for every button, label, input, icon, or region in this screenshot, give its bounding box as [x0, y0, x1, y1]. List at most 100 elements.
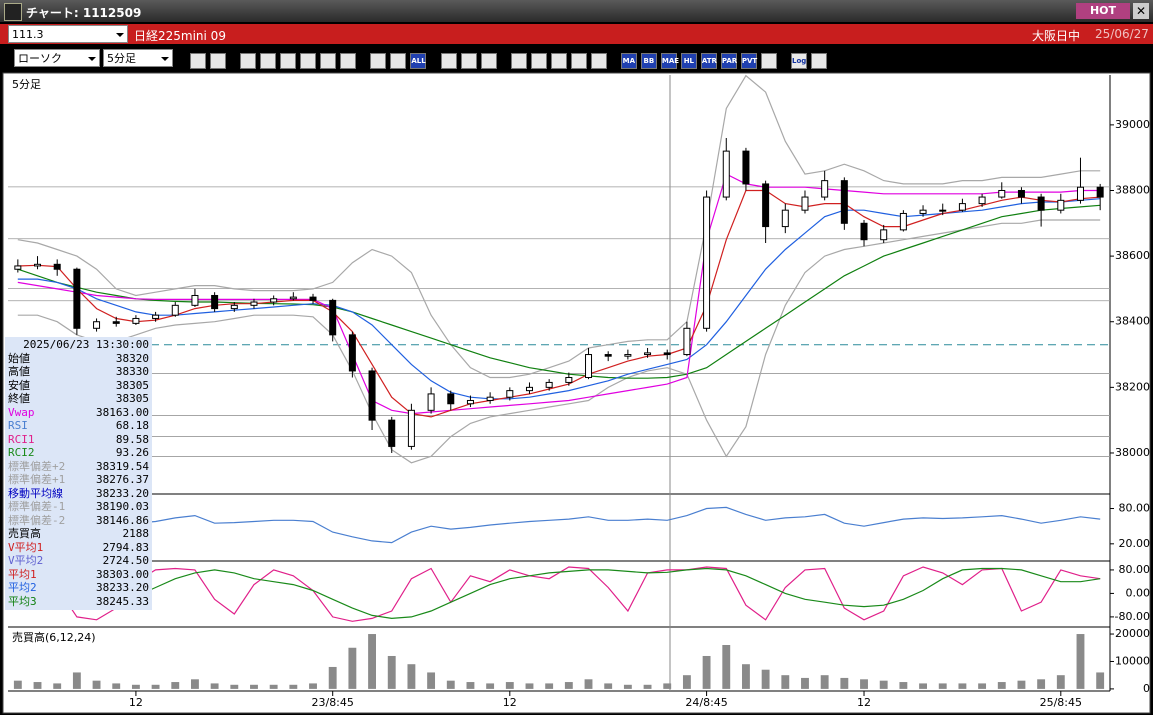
volume-bar: [761, 669, 770, 689]
icon[interactable]: [760, 52, 777, 69]
indicator-line: [17, 219, 1101, 464]
y-tick-label: 10000: [1115, 654, 1150, 667]
candle-body: [742, 150, 750, 185]
title-bar: チャート: 1112509 HOT ✕: [0, 0, 1153, 22]
icon[interactable]: PVT: [740, 52, 757, 69]
chart-type-select[interactable]: ローソク: [14, 49, 100, 67]
icon[interactable]: [320, 52, 337, 69]
candle-body: [1096, 186, 1104, 198]
volume-bar: [919, 683, 927, 689]
icon[interactable]: [280, 52, 297, 69]
volume-bar: [328, 666, 337, 689]
icon[interactable]: HL: [680, 52, 697, 69]
info-label: 安値: [8, 378, 30, 392]
volume-bar: [722, 645, 731, 689]
icon[interactable]: [530, 52, 547, 69]
candle-body: [1057, 199, 1065, 211]
candle-body: [821, 180, 829, 198]
candle-body: [191, 294, 199, 306]
indicator-line: [17, 189, 1101, 418]
y-tick-label: 39000: [1115, 118, 1150, 131]
y-tick-label: 20.00: [1119, 537, 1151, 550]
candle-body: [585, 354, 593, 379]
info-value: 38276.37: [96, 473, 149, 486]
candle-body: [34, 263, 42, 267]
icon[interactable]: [260, 52, 277, 69]
info-label: 始値: [8, 351, 30, 365]
candle-body: [132, 317, 140, 324]
volume-bar: [191, 679, 199, 689]
candle-body: [663, 352, 671, 356]
session: 大阪日中: [1032, 29, 1081, 43]
volume-bar: [131, 684, 140, 689]
volume-bar: [387, 655, 396, 689]
icon[interactable]: Log: [791, 52, 808, 69]
candle-body: [525, 386, 533, 392]
indicator-line: [17, 566, 1101, 622]
volume-bar: [663, 683, 672, 689]
candle-body: [860, 222, 868, 241]
icon[interactable]: [340, 52, 357, 69]
toolbar: ローソク 5分足 ALL MA BB MAE HL ATR PAR PVT Log: [0, 46, 1153, 70]
volume-bar: [604, 683, 613, 689]
icon[interactable]: [550, 52, 567, 69]
volume-bar: [446, 680, 455, 689]
volume-bar: [309, 683, 317, 689]
icon[interactable]: [811, 52, 828, 69]
info-label: 標準偏差+2: [8, 459, 66, 473]
candle-body: [899, 212, 907, 231]
candle-body: [309, 296, 317, 301]
info-label: 終値: [8, 392, 30, 405]
icon[interactable]: [460, 52, 477, 69]
x-tick-label: 12: [857, 696, 871, 709]
candle-body: [939, 209, 947, 212]
info-row: RCI2 93.26: [8, 446, 149, 460]
candle-body: [624, 354, 632, 357]
volume-bar: [269, 684, 278, 689]
volume-bar: [1017, 680, 1026, 689]
volume-bar: [958, 683, 967, 689]
candle-body: [348, 334, 356, 372]
volume-bar: [348, 647, 357, 689]
icon[interactable]: BB: [640, 52, 657, 69]
candle-body: [486, 396, 494, 401]
icon[interactable]: ALL: [410, 52, 427, 69]
info-value: 38190.03: [96, 500, 149, 513]
info-row: 終値 38305: [8, 392, 149, 406]
icon[interactable]: PAR: [720, 52, 737, 69]
volume-bar: [801, 677, 809, 689]
hot-button[interactable]: HOT: [1076, 3, 1130, 19]
icon[interactable]: [390, 52, 407, 69]
icon[interactable]: [440, 52, 457, 69]
icon[interactable]: [370, 52, 387, 69]
volume-bar: [505, 682, 514, 689]
volume-bar: [53, 683, 62, 689]
volume-bar: [407, 664, 416, 689]
icon[interactable]: [510, 52, 527, 69]
code-select[interactable]: 111.3: [8, 25, 128, 43]
icon[interactable]: MAE: [660, 52, 679, 69]
period-select[interactable]: 5分足: [103, 49, 173, 67]
volume-bar: [171, 682, 180, 689]
icon[interactable]: [590, 52, 607, 69]
icon[interactable]: [300, 52, 317, 69]
info-value: 38163.00: [96, 405, 149, 419]
info-value: 38233.20: [96, 486, 149, 500]
candle-body: [388, 419, 396, 447]
volume-bar: [584, 679, 593, 689]
icon[interactable]: [240, 52, 257, 69]
icon[interactable]: [480, 52, 497, 69]
info-value: 68.18: [115, 419, 149, 432]
icon[interactable]: [190, 52, 206, 69]
icon[interactable]: [570, 52, 587, 69]
close-button[interactable]: ✕: [1133, 3, 1149, 19]
info-row: 平均2 38233.20: [8, 581, 149, 595]
info-time: 2025/06/23 13:30:00: [23, 338, 149, 351]
y-tick-label: 38200: [1115, 380, 1150, 393]
info-value: 38330: [115, 365, 149, 378]
candle-body: [270, 298, 278, 303]
icon[interactable]: MA: [620, 52, 637, 69]
icon[interactable]: ATR: [700, 52, 717, 69]
volume-bar: [564, 682, 573, 689]
icon[interactable]: [210, 52, 226, 69]
